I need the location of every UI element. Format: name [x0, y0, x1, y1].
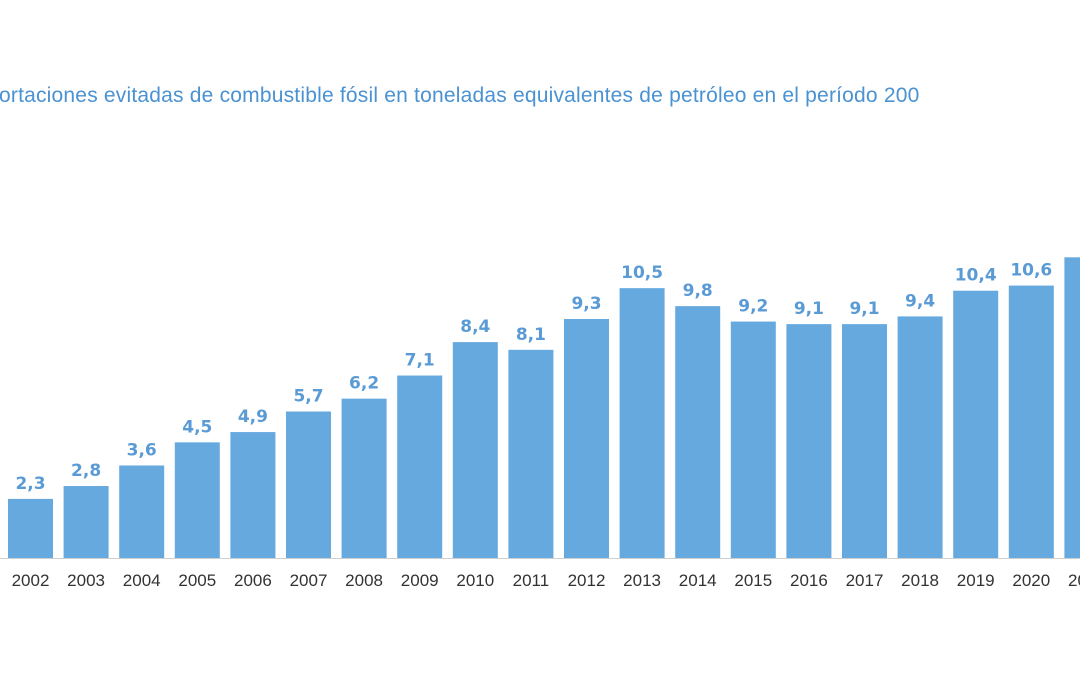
- x-tick-label-2020: 2020: [1012, 571, 1050, 590]
- x-tick-label-2008: 2008: [345, 571, 383, 590]
- bar-2013: [619, 288, 665, 558]
- bar-2018: [897, 316, 943, 558]
- bar-2017: [842, 324, 887, 558]
- x-tick-label-2012: 2012: [568, 571, 606, 590]
- x-tick-label-2006: 2006: [234, 571, 272, 590]
- bar-2004: [119, 465, 165, 558]
- value-label-2020: 10,6: [1010, 261, 1052, 281]
- x-tick-label-2009: 2009: [401, 571, 439, 590]
- bar-2012: [564, 318, 609, 558]
- bar-2015: [730, 321, 776, 558]
- x-tick-label-2021: 2021: [1068, 571, 1080, 590]
- x-tick-label-2011: 2011: [513, 571, 550, 590]
- bar-2002: [8, 498, 53, 558]
- bar-2016: [786, 324, 832, 558]
- value-label-2003: 2,8: [71, 461, 101, 481]
- value-label-2012: 9,3: [571, 294, 601, 314]
- x-tick-label-2002: 2002: [12, 571, 50, 590]
- value-label-2006: 4,9: [238, 407, 268, 427]
- x-tick-label-2005: 2005: [178, 571, 216, 590]
- bar-2006: [230, 432, 276, 558]
- value-label-2008: 6,2: [349, 374, 379, 394]
- bar-2009: [397, 375, 443, 558]
- chart-title: ortaciones evitadas de combustible fósil…: [0, 84, 920, 107]
- bar-2003: [63, 486, 109, 558]
- x-tick-label-2017: 2017: [846, 571, 884, 590]
- bar-2008: [341, 398, 387, 558]
- value-label-2019: 10,4: [955, 266, 997, 286]
- bar-2014: [675, 306, 721, 558]
- value-label-2016: 9,1: [794, 299, 824, 319]
- bar-2019: [953, 290, 999, 558]
- x-tick-label-2013: 2013: [623, 571, 661, 590]
- bar-2007: [286, 411, 331, 558]
- value-label-2004: 3,6: [127, 440, 157, 460]
- x-tick-label-2007: 2007: [290, 571, 328, 590]
- bar-2005: [174, 442, 220, 558]
- value-label-2005: 4,5: [182, 417, 212, 437]
- value-label-2017: 9,1: [849, 299, 879, 319]
- x-tick-label-2015: 2015: [734, 571, 772, 590]
- x-tick-label-2019: 2019: [957, 571, 995, 590]
- value-label-2013: 10,5: [621, 263, 663, 283]
- x-tick-label-2018: 2018: [901, 571, 939, 590]
- value-label-2015: 9,2: [738, 297, 768, 317]
- value-label-2007: 5,7: [293, 387, 323, 407]
- value-label-2018: 9,4: [905, 291, 935, 311]
- value-label-2009: 7,1: [405, 351, 435, 371]
- value-label-2014: 9,8: [683, 281, 713, 301]
- value-label-2002: 2,3: [15, 474, 45, 494]
- bar-2010: [452, 342, 498, 558]
- value-label-2010: 8,4: [460, 317, 490, 337]
- x-tick-label-2016: 2016: [790, 571, 828, 590]
- bar-2020: [1008, 285, 1054, 558]
- x-tick-label-2010: 2010: [456, 571, 494, 590]
- bar-2011: [508, 349, 554, 558]
- value-label-2011: 8,1: [516, 325, 546, 345]
- bar-2021: [1064, 257, 1080, 558]
- x-tick-label-2014: 2014: [679, 571, 717, 590]
- x-tick-label-2004: 2004: [123, 571, 161, 590]
- x-tick-label-2003: 2003: [67, 571, 105, 590]
